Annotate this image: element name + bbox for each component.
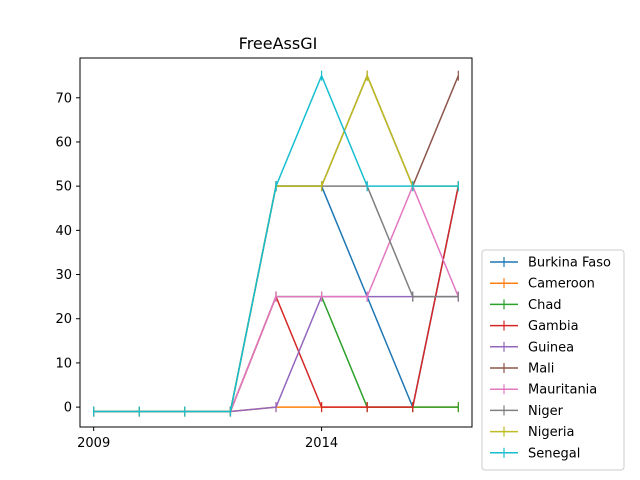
series-6 xyxy=(93,181,460,417)
legend-label: Mali xyxy=(528,362,554,377)
series-line xyxy=(93,73,460,413)
legend-label: Senegal xyxy=(528,446,580,461)
legend-item: Senegal xyxy=(490,446,580,461)
y-tick-label: 20 xyxy=(55,312,72,327)
legend-label: Cameroon xyxy=(528,277,595,292)
y-tick-label: 70 xyxy=(55,91,72,106)
y-tick-label: 0 xyxy=(64,401,72,416)
series-5 xyxy=(93,70,460,417)
y-tick-label: 30 xyxy=(55,268,72,283)
legend-item: Nigeria xyxy=(490,425,575,440)
legend-item: Mauritania xyxy=(490,383,597,398)
legend-label: Guinea xyxy=(528,340,574,355)
legend: Burkina Faso Cameroon Chad Gambia Guinea Mali… xyxy=(481,249,625,471)
series-layer xyxy=(93,70,460,417)
legend-item: Burkina Faso xyxy=(490,256,611,271)
legend-label: Mauritania xyxy=(528,383,597,398)
y-axis: 0 10 20 30 40 50 60 70 xyxy=(55,91,80,416)
y-tick-label: 50 xyxy=(55,180,72,195)
x-tick-label: 2014 xyxy=(305,436,338,451)
legend-item: Cameroon xyxy=(490,277,595,292)
legend-label: Gambia xyxy=(528,319,579,334)
y-tick-label: 40 xyxy=(55,224,72,239)
y-tick-label: 10 xyxy=(55,356,72,371)
legend-item: Niger xyxy=(490,404,564,419)
legend-label: Niger xyxy=(528,404,564,419)
plot-frame xyxy=(79,57,473,428)
series-line xyxy=(93,73,459,413)
x-tick-label: 2009 xyxy=(77,436,110,451)
series-8 xyxy=(93,70,459,417)
legend-item: Mali xyxy=(490,362,554,377)
series-9 xyxy=(93,70,459,417)
legend-label: Nigeria xyxy=(528,425,575,440)
series-line xyxy=(93,295,459,413)
series-line xyxy=(93,73,459,413)
series-4 xyxy=(93,291,459,417)
series-2 xyxy=(93,291,459,417)
legend-label: Chad xyxy=(528,298,562,313)
y-tick-label: 60 xyxy=(55,135,72,150)
series-line xyxy=(93,295,459,413)
x-axis: 2009 2014 xyxy=(77,427,338,451)
legend-item: Gambia xyxy=(490,319,579,334)
legend-item: Guinea xyxy=(490,340,574,355)
chart-title: FreeAssGI xyxy=(239,34,318,53)
legend-label: Burkina Faso xyxy=(528,256,611,271)
legend-item: Chad xyxy=(490,298,562,313)
